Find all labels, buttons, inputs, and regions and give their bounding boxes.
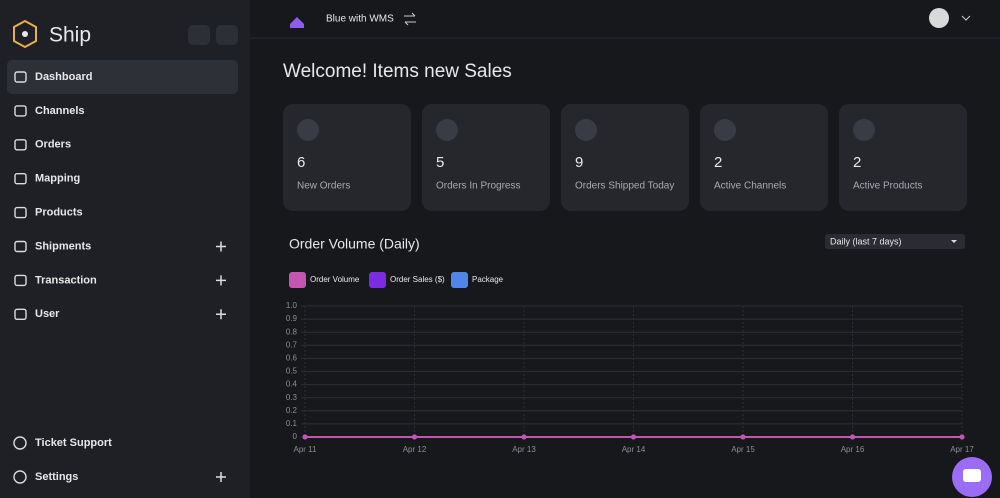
menu-button[interactable] bbox=[188, 25, 210, 45]
nav-icon bbox=[14, 172, 27, 185]
y-tick-label: 0.3 bbox=[286, 393, 298, 402]
welcome-heading: Welcome! Items new Sales bbox=[283, 61, 512, 82]
x-tick-label: Apr 16 bbox=[841, 445, 865, 454]
stat-icon bbox=[714, 119, 736, 141]
avatar-caret[interactable] bbox=[961, 15, 971, 21]
legend-label[interactable]: Order Volume bbox=[310, 275, 360, 284]
period-select-label[interactable]: Daily (last 7 days) bbox=[830, 236, 902, 246]
y-tick-label: 0.5 bbox=[286, 367, 298, 376]
y-tick-label: 0.8 bbox=[286, 327, 298, 336]
legend-swatch[interactable] bbox=[451, 272, 468, 288]
nav-label[interactable]: User bbox=[35, 308, 60, 320]
nav-icon bbox=[13, 470, 27, 484]
stat-icon bbox=[575, 119, 597, 141]
nav-label[interactable]: Settings bbox=[35, 471, 78, 483]
nav-icon bbox=[14, 71, 27, 83]
stat-value: 5 bbox=[436, 154, 444, 171]
stat-icon bbox=[853, 119, 875, 141]
chat-icon bbox=[963, 469, 981, 482]
y-tick-label: 0.9 bbox=[286, 314, 298, 323]
x-tick-label: Apr 12 bbox=[403, 445, 427, 454]
nav-label[interactable]: Orders bbox=[35, 139, 71, 151]
logo bbox=[13, 19, 37, 49]
home-icon[interactable] bbox=[290, 17, 304, 28]
point bbox=[631, 434, 636, 440]
stat-label: Orders Shipped Today bbox=[575, 181, 674, 192]
y-tick-label: 0.4 bbox=[286, 380, 298, 389]
point bbox=[850, 434, 855, 440]
nav-label[interactable]: Ticket Support bbox=[35, 437, 112, 449]
expand-icon[interactable] bbox=[216, 309, 226, 320]
nav-icon bbox=[14, 274, 27, 287]
stat-label: Active Channels bbox=[714, 181, 786, 192]
nav-icon bbox=[14, 240, 27, 253]
collapse-button[interactable] bbox=[216, 25, 238, 45]
nav-icon bbox=[14, 139, 27, 151]
switch-icon[interactable] bbox=[404, 12, 416, 26]
nav-icon bbox=[14, 206, 27, 219]
x-tick-label: Apr 14 bbox=[622, 445, 646, 454]
x-tick-label: Apr 15 bbox=[731, 445, 755, 454]
legend-swatch[interactable] bbox=[289, 272, 306, 288]
y-tick-label: 0.1 bbox=[286, 419, 298, 428]
nav-label[interactable]: Products bbox=[35, 207, 83, 219]
x-tick-label: Apr 17 bbox=[950, 445, 974, 454]
expand-icon[interactable] bbox=[216, 275, 226, 286]
point bbox=[302, 434, 308, 440]
stat-label: New Orders bbox=[297, 181, 350, 192]
legend-label[interactable]: Package bbox=[472, 275, 504, 284]
y-tick-label: 0.6 bbox=[286, 354, 298, 363]
nav-label[interactable]: Channels bbox=[35, 105, 85, 117]
stat-value: 9 bbox=[575, 154, 583, 171]
stat-icon bbox=[297, 119, 319, 141]
logo-icon bbox=[13, 19, 37, 49]
brand: Ship bbox=[49, 24, 91, 47]
logo-dot bbox=[22, 31, 28, 37]
y-tick-label: 0.7 bbox=[286, 340, 298, 349]
expand-icon[interactable] bbox=[216, 472, 226, 482]
point bbox=[412, 434, 417, 440]
stat-label: Orders In Progress bbox=[436, 181, 520, 192]
stat-value: 2 bbox=[714, 154, 722, 171]
point bbox=[740, 434, 746, 440]
y-tick-label: 0.2 bbox=[286, 406, 298, 415]
period-select[interactable] bbox=[825, 234, 965, 249]
x-tick-label: Apr 13 bbox=[512, 445, 536, 454]
period-caret bbox=[951, 240, 957, 243]
nav-label[interactable]: Mapping bbox=[35, 173, 80, 185]
chart-title: Order Volume (Daily) bbox=[289, 236, 420, 252]
expand-icon[interactable] bbox=[216, 241, 226, 252]
nav-icon bbox=[13, 436, 27, 450]
nav-active[interactable] bbox=[7, 60, 238, 94]
point bbox=[959, 434, 965, 440]
nav-label[interactable]: Dashboard bbox=[35, 71, 92, 83]
nav-label[interactable]: Shipments bbox=[35, 240, 91, 252]
y-tick-label: 1.0 bbox=[286, 301, 298, 310]
avatar[interactable] bbox=[929, 8, 949, 28]
workspace-name[interactable]: Blue with WMS bbox=[326, 14, 394, 25]
nav-icon bbox=[14, 105, 27, 117]
stat-value: 6 bbox=[297, 154, 305, 171]
nav-icon bbox=[14, 308, 27, 320]
x-tick-label: Apr 11 bbox=[294, 445, 318, 454]
stat-icon bbox=[436, 119, 458, 141]
y-tick-label: 0 bbox=[293, 432, 298, 441]
nav-label[interactable]: Transaction bbox=[35, 274, 97, 286]
stat-value: 2 bbox=[853, 154, 861, 171]
legend-label[interactable]: Order Sales ($) bbox=[390, 275, 445, 284]
stat-label: Active Products bbox=[853, 181, 922, 192]
legend-swatch[interactable] bbox=[369, 272, 386, 288]
point bbox=[521, 434, 527, 440]
